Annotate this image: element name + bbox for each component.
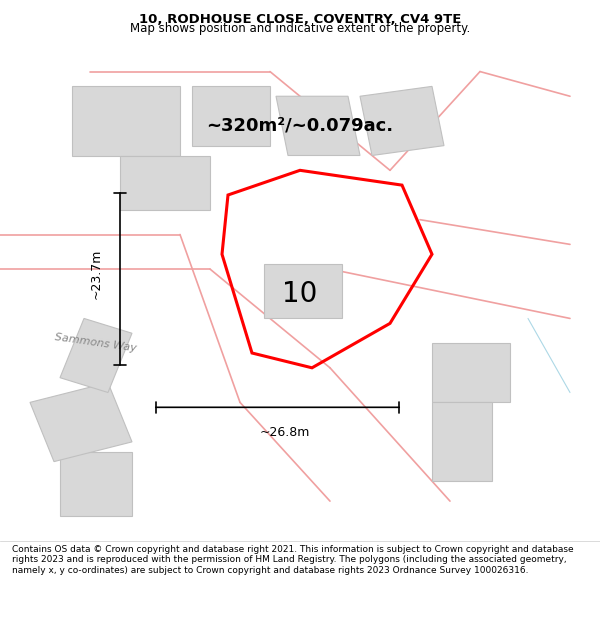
- Polygon shape: [30, 382, 132, 462]
- Text: Map shows position and indicative extent of the property.: Map shows position and indicative extent…: [130, 22, 470, 35]
- Polygon shape: [60, 452, 132, 516]
- Text: Sammons Way: Sammons Way: [54, 332, 137, 354]
- Polygon shape: [72, 86, 180, 156]
- Polygon shape: [276, 96, 360, 156]
- Text: ~26.8m: ~26.8m: [260, 426, 310, 439]
- Polygon shape: [432, 343, 510, 402]
- Text: Contains OS data © Crown copyright and database right 2021. This information is : Contains OS data © Crown copyright and d…: [12, 545, 574, 574]
- Polygon shape: [432, 402, 492, 481]
- Polygon shape: [192, 86, 270, 146]
- Text: ~23.7m: ~23.7m: [89, 249, 103, 299]
- Text: 10, RODHOUSE CLOSE, COVENTRY, CV4 9TE: 10, RODHOUSE CLOSE, COVENTRY, CV4 9TE: [139, 13, 461, 26]
- Text: 10: 10: [283, 280, 317, 308]
- Polygon shape: [60, 318, 132, 392]
- Polygon shape: [264, 264, 342, 318]
- Polygon shape: [120, 156, 210, 210]
- Polygon shape: [360, 86, 444, 156]
- Text: ~320m²/~0.079ac.: ~320m²/~0.079ac.: [206, 117, 394, 135]
